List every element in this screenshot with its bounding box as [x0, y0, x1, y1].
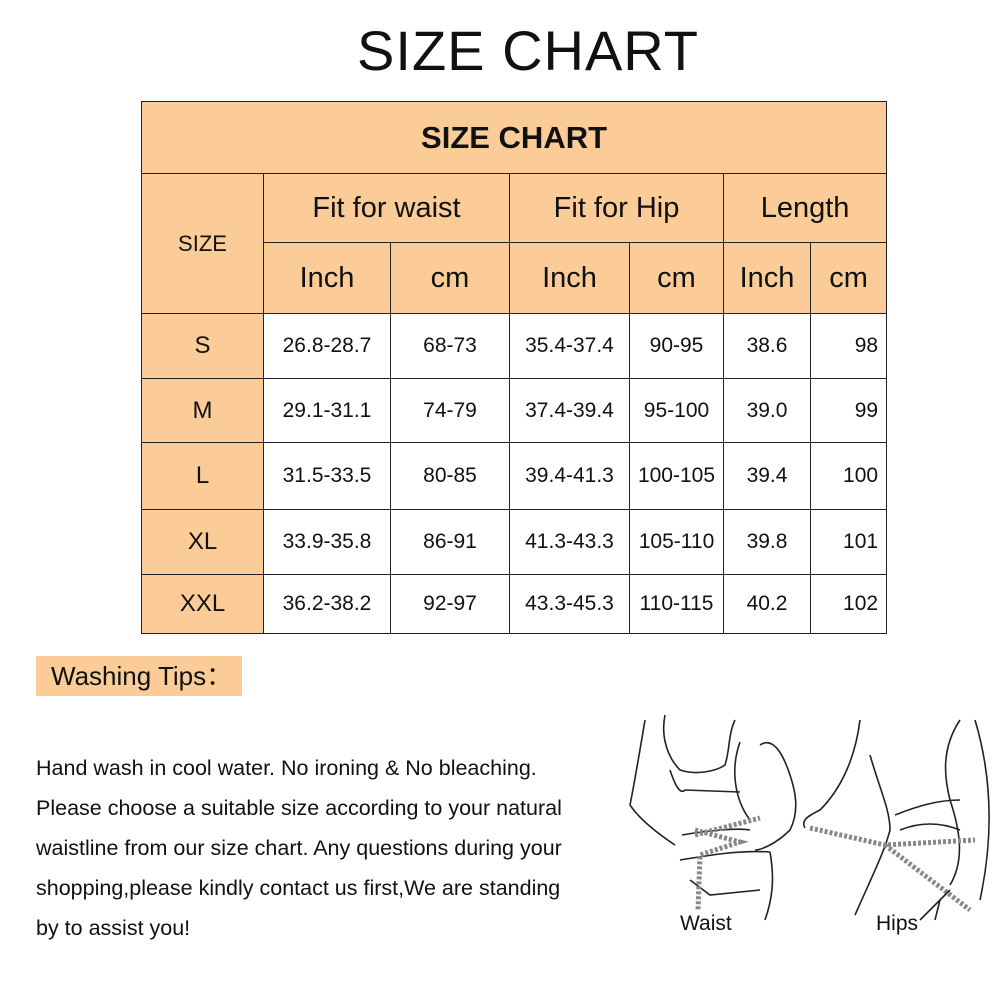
value-cell: 29.1-31.1: [263, 378, 391, 443]
value-cell: 101: [809, 509, 888, 575]
table-row: M 29.1-31.1 74-79 37.4-39.4 95-100 39.0 99: [141, 378, 888, 443]
value-cell: 90-95: [629, 313, 724, 379]
value-cell: 39.4-41.3: [509, 442, 630, 510]
body-measure-drawing: [629, 714, 990, 921]
size-chart-table: SIZE CHART SIZE Fit for waist Fit for Hi…: [140, 101, 888, 634]
value-cell: 100-105: [629, 442, 724, 510]
size-cell: XXL: [141, 574, 264, 634]
table-title: SIZE CHART: [140, 101, 888, 174]
washing-tips-text: Hand wash in cool water. No ironing & No…: [36, 748, 616, 948]
value-cell: 68-73: [390, 313, 510, 379]
size-cell: L: [141, 442, 264, 510]
value-cell: 43.3-45.3: [509, 574, 630, 634]
value-cell: 26.8-28.7: [263, 313, 391, 379]
table-row: XXL 36.2-38.2 92-97 43.3-45.3 110-115 40.2 102: [141, 574, 888, 634]
table-row: XL 33.9-35.8 86-91 41.3-43.3 105-110 39.8 101: [141, 509, 888, 575]
value-cell: 35.4-37.4: [509, 313, 630, 379]
unit-header: Inch: [723, 242, 811, 314]
value-cell: 33.9-35.8: [263, 509, 391, 575]
value-cell: 110-115: [629, 574, 724, 634]
value-cell: 39.0: [723, 378, 811, 443]
tip-line: by to assist you!: [36, 916, 191, 940]
group-header-length: Length: [722, 173, 888, 243]
tip-line: waistline from our size chart. Any quest…: [36, 836, 562, 860]
table-row: L 31.5-33.5 80-85 39.4-41.3 100-105 39.4 100: [141, 442, 888, 510]
value-cell: 39.8: [723, 509, 811, 575]
tip-line: Please choose a suitable size according …: [36, 796, 562, 820]
value-cell: 39.4: [723, 442, 811, 510]
value-cell: 95-100: [629, 378, 724, 443]
unit-header: cm: [629, 242, 724, 314]
value-cell: 37.4-39.4: [509, 378, 630, 443]
page-title: SIZE CHART: [357, 19, 699, 82]
tip-line: Hand wash in cool water. No ironing & No…: [36, 756, 537, 780]
value-cell: 38.6: [723, 313, 811, 379]
unit-header: cm: [390, 242, 510, 314]
waist-label: Waist: [680, 912, 732, 935]
washing-tips-label: Washing Tips：: [36, 656, 242, 696]
value-cell: 99: [809, 378, 888, 443]
value-cell: 102: [809, 574, 888, 634]
value-cell: 98: [809, 313, 888, 379]
unit-header: Inch: [509, 242, 630, 314]
value-cell: 36.2-38.2: [263, 574, 391, 634]
group-header-hip: Fit for Hip: [509, 173, 724, 243]
tip-line: shopping,please kindly contact us first,…: [36, 876, 561, 900]
value-cell: 105-110: [629, 509, 724, 575]
value-cell: 92-97: [390, 574, 510, 634]
value-cell: 100: [809, 442, 888, 510]
hips-label: Hips: [876, 912, 919, 935]
size-header: SIZE: [141, 173, 264, 314]
unit-header: cm: [809, 242, 888, 314]
unit-header: Inch: [263, 242, 391, 314]
size-cell: M: [141, 378, 264, 443]
group-header-waist: Fit for waist: [263, 173, 510, 243]
value-cell: 40.2: [723, 574, 811, 634]
value-cell: 31.5-33.5: [263, 442, 391, 510]
measurement-illustration: Waist Hips: [620, 710, 990, 950]
value-cell: 86-91: [390, 509, 510, 575]
size-cell: XL: [141, 509, 264, 575]
value-cell: 41.3-43.3: [509, 509, 630, 575]
table-row: S 26.8-28.7 68-73 35.4-37.4 90-95 38.6 98: [141, 313, 888, 379]
value-cell: 80-85: [390, 442, 510, 510]
size-cell: S: [141, 313, 264, 379]
value-cell: 74-79: [390, 378, 510, 443]
